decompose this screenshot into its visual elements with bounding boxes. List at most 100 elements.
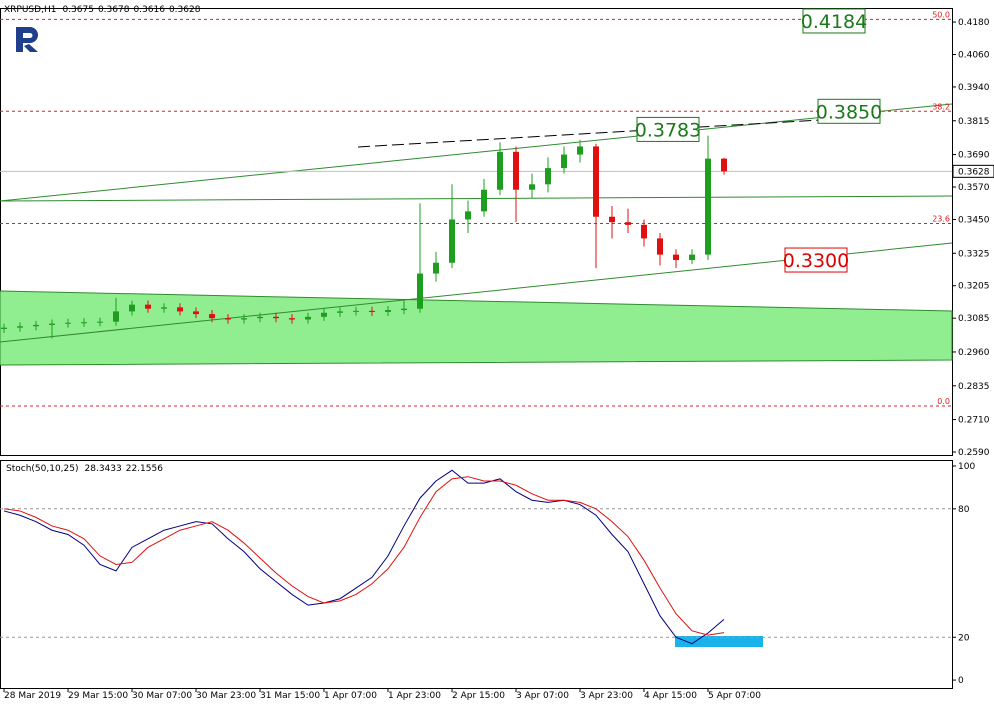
candle-body	[449, 219, 455, 263]
candle-body	[33, 324, 39, 327]
ohlc: 0.3678	[98, 5, 130, 15]
level-label: 38.2	[932, 102, 950, 111]
y-tick-label: 0.2590	[958, 448, 990, 458]
candle-body	[529, 184, 535, 190]
y-tick-label: 0	[958, 676, 964, 686]
candle-body	[481, 189, 487, 212]
candle-body	[305, 316, 311, 320]
candle-body	[417, 273, 423, 309]
y-tick-label: 20	[958, 633, 970, 643]
candle-body	[49, 323, 55, 325]
x-tick-label: 30 Mar 07:00	[132, 691, 192, 701]
annotation-label: 0.3783	[635, 119, 701, 141]
x-tick-label: 31 Mar 15:00	[260, 691, 320, 701]
stoch-line	[3, 469, 725, 645]
candle-body	[113, 311, 119, 322]
highlight	[675, 636, 763, 647]
annotation-box	[636, 116, 700, 142]
candle-body	[497, 151, 503, 190]
annotation-label: 0.4184	[801, 11, 867, 33]
y-tick-label: 0.2960	[958, 348, 990, 358]
candle-body	[721, 158, 727, 172]
y-tick-label: 0.2710	[958, 416, 990, 426]
candle-body	[321, 312, 327, 317]
y-tick-label: 0.4180	[958, 18, 990, 28]
level-label: 23.6	[932, 215, 950, 224]
candle-body	[225, 318, 231, 320]
ohlc: 0.3675	[62, 5, 94, 15]
candle-body	[81, 322, 87, 324]
annotation-box	[817, 98, 881, 124]
x-tick-label: 3 Apr 07:00	[516, 691, 569, 701]
x-tick-label: 2 Apr 15:00	[452, 691, 505, 701]
stoch-line	[3, 476, 725, 636]
candle-body	[609, 216, 615, 223]
candle-body	[657, 238, 663, 255]
candle-body	[353, 310, 359, 312]
y-tick-label: 80	[958, 505, 970, 515]
candle-body	[593, 146, 599, 217]
candle-body	[177, 307, 183, 312]
level-label: 0.0	[937, 397, 950, 406]
stoch-header: Stoch(50,10,25) 28.3433 22.1556	[6, 464, 163, 474]
candle-body	[129, 304, 135, 312]
y-tick-label: 100	[958, 462, 975, 472]
header: XRPUSD,H1 0.3675 0.3678 0.3616 0.3628	[4, 5, 201, 15]
x-tick-label: 1 Apr 23:00	[388, 691, 441, 701]
x-tick-label: 3 Apr 23:00	[580, 691, 633, 701]
x-tick-label: 29 Mar 15:00	[68, 691, 128, 701]
y-tick-label: 0.3325	[958, 249, 990, 259]
candle-body	[641, 224, 647, 239]
x-tick-label: 5 Apr 07:00	[708, 691, 761, 701]
annotation-box	[784, 247, 848, 273]
y-tick-label: 0.3940	[958, 83, 990, 93]
candle-body	[17, 326, 23, 328]
candle-body	[337, 311, 343, 313]
candle-body	[465, 211, 471, 220]
candle-body	[65, 322, 71, 324]
candle-body	[673, 254, 679, 261]
candle-body	[689, 254, 695, 261]
candle-body	[561, 154, 567, 169]
candle-body	[385, 310, 391, 312]
x-tick-label: 30 Mar 23:00	[196, 691, 256, 701]
indicator: Stoch(50,10,25)	[6, 464, 79, 474]
stoch-value: 22.1556	[126, 464, 163, 474]
candle-body	[273, 316, 279, 319]
candle-body	[193, 311, 199, 315]
y-tick-label: 0.4060	[958, 51, 990, 61]
annotation-box	[802, 8, 866, 34]
candle-body	[401, 308, 407, 311]
annotation-label: 0.3850	[816, 101, 882, 123]
y-tick-label: 0.3815	[958, 117, 990, 127]
x-tick-label: 4 Apr 15:00	[644, 691, 697, 701]
level-label: 50.0	[932, 10, 950, 19]
logo	[16, 27, 38, 52]
candle-body	[513, 151, 519, 190]
trend-line	[0, 103, 953, 202]
y-tick-label: 0.3690	[958, 151, 990, 161]
ohlc: 0.3628	[169, 5, 201, 15]
candle-body	[545, 168, 551, 185]
candle-body	[241, 318, 247, 320]
annotation-label: 0.3300	[783, 250, 849, 272]
ohlc: 0.3616	[133, 5, 165, 15]
trend-line	[0, 195, 953, 202]
x-tick-label: 1 Apr 07:00	[324, 691, 377, 701]
price-panel	[0, 8, 953, 456]
symbol: XRPUSD,H1	[4, 5, 56, 15]
dashed-line	[357, 119, 821, 148]
y-tick-label: 0.3085	[958, 314, 990, 324]
channel	[0, 290, 953, 366]
stoch-panel	[0, 460, 953, 689]
candle-body	[433, 262, 439, 274]
y-tick-label: 0.3450	[958, 215, 990, 225]
candle-body	[705, 158, 711, 255]
y-tick-label: 0.2835	[958, 382, 990, 392]
candle-body	[577, 146, 583, 155]
price-label: 0.3628	[958, 167, 990, 177]
candle-body	[145, 304, 151, 309]
candle-body	[209, 314, 215, 319]
y-tick-label: 0.3205	[958, 282, 990, 292]
